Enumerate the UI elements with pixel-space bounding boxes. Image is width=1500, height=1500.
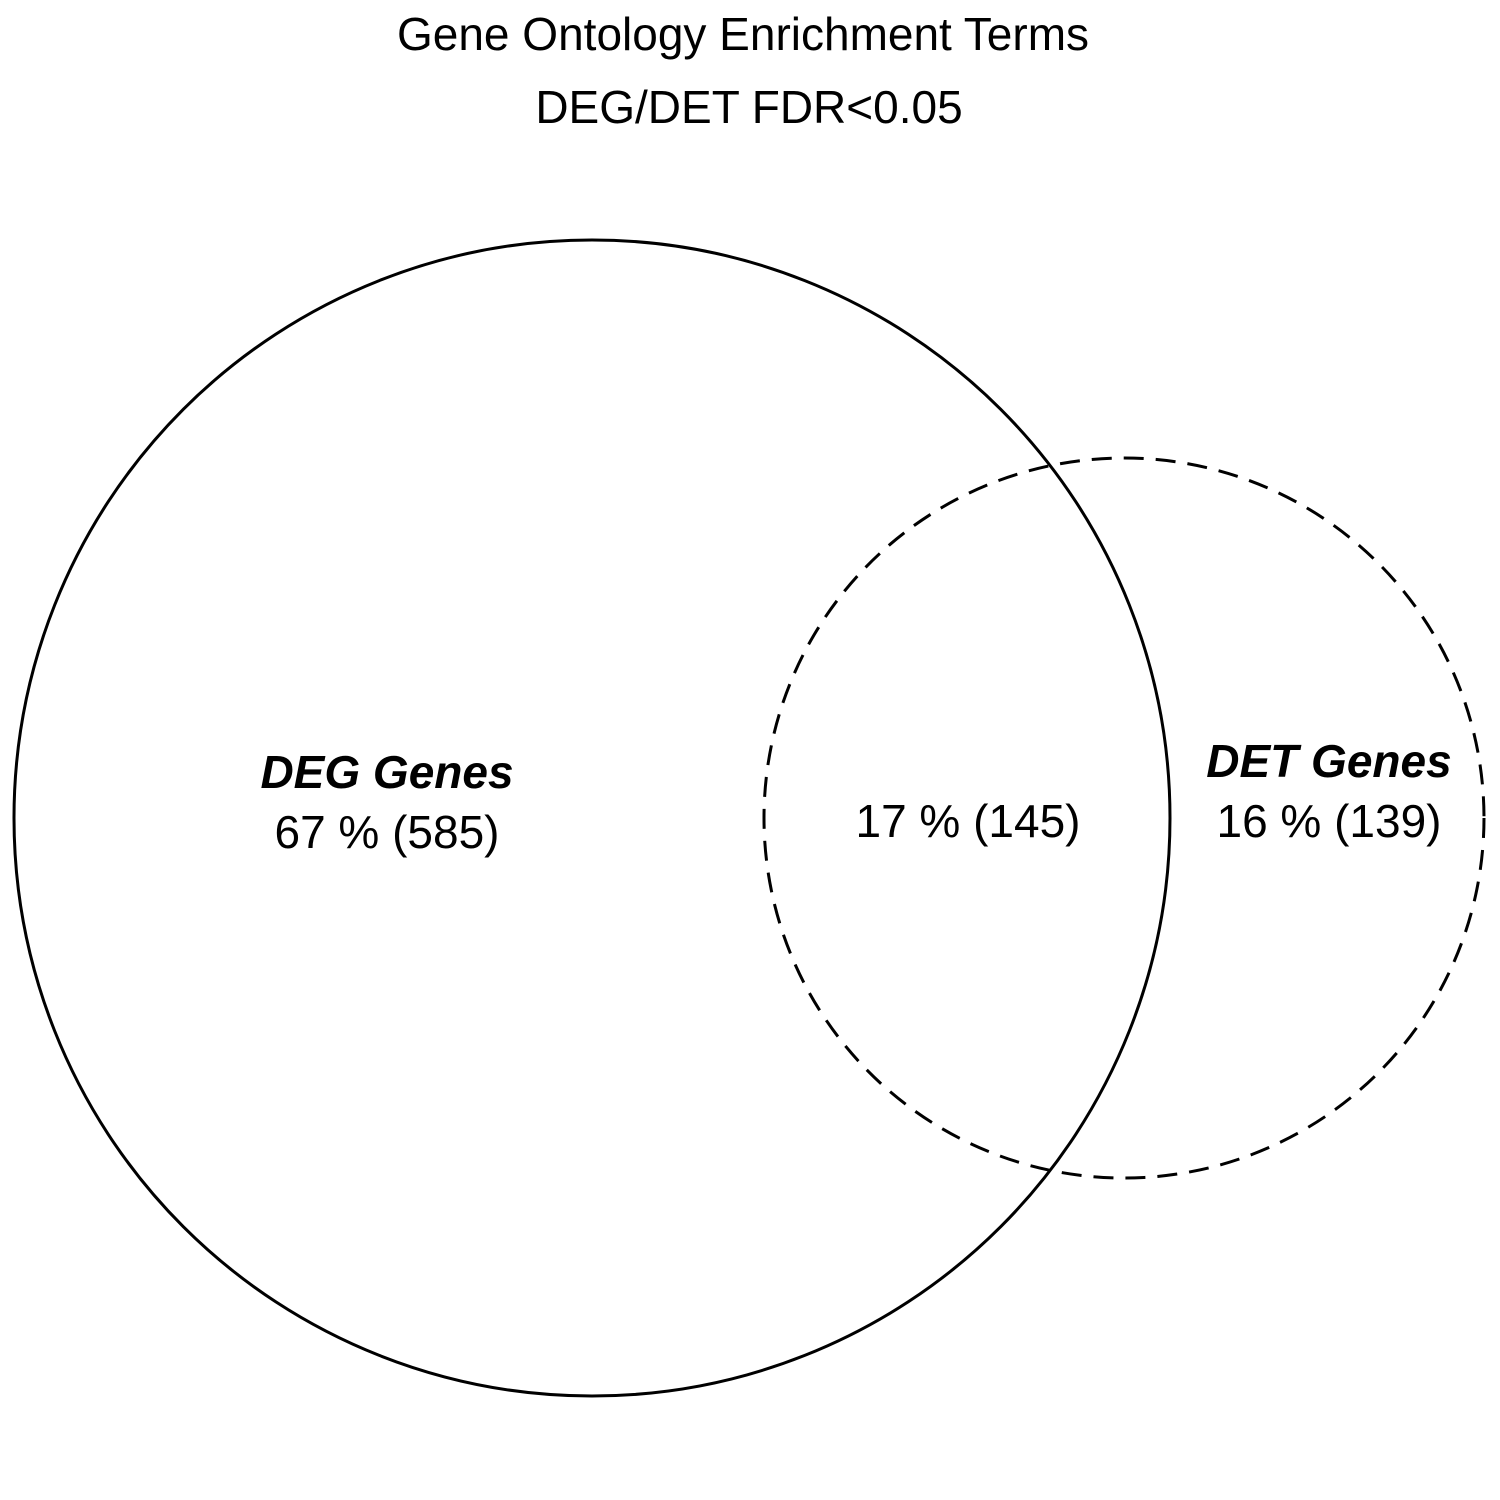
deg-genes-set-name: DEG Genes — [260, 746, 513, 798]
deg-only-region-label: 67 % (585) — [274, 806, 499, 858]
deg-genes-circle — [12, 238, 1172, 1398]
chart-title: Gene Ontology Enrichment Terms — [397, 8, 1089, 60]
det-only-region-label: 16 % (139) — [1216, 795, 1441, 847]
chart-subtitle: DEG/DET FDR<0.05 — [535, 81, 962, 133]
det-genes-set-name: DET Genes — [1206, 735, 1451, 787]
det-genes-circle — [762, 456, 1486, 1180]
overlap-region-label: 17 % (145) — [855, 795, 1080, 847]
